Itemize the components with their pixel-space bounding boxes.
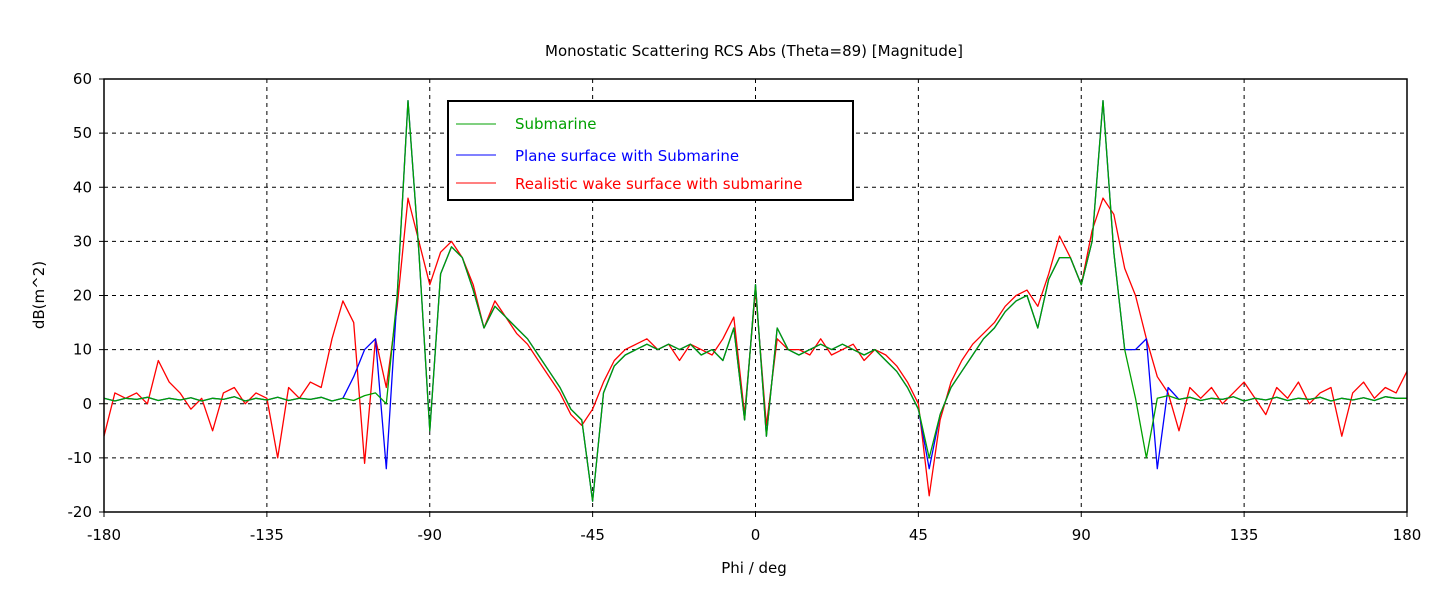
x-axis-label: Phi / deg xyxy=(721,559,787,577)
x-tick-label: 0 xyxy=(751,526,761,544)
y-tick-label: 0 xyxy=(82,395,92,413)
y-tick-label: -10 xyxy=(68,449,93,467)
y-tick-label: 50 xyxy=(73,124,92,142)
x-tick-label: 180 xyxy=(1393,526,1422,544)
x-tick-label: -180 xyxy=(87,526,121,544)
x-tick-label: -90 xyxy=(418,526,443,544)
chart-title: Monostatic Scattering RCS Abs (Theta=89)… xyxy=(545,42,963,60)
y-tick-label: 40 xyxy=(73,178,92,196)
series-lines xyxy=(103,100,1408,502)
x-tick-label: 135 xyxy=(1230,526,1259,544)
legend-label-wake: Realistic wake surface with submarine xyxy=(515,175,803,193)
x-tick-label: 45 xyxy=(909,526,928,544)
y-tick-label: 30 xyxy=(73,232,92,250)
y-tick-label: -20 xyxy=(68,503,93,521)
legend-label-submarine: Submarine xyxy=(515,115,596,133)
x-tick-label: -45 xyxy=(580,526,605,544)
y-axis-label: dB(m^2) xyxy=(30,261,48,329)
x-tick-label: -135 xyxy=(250,526,284,544)
legend-box xyxy=(447,100,854,201)
series-line-submarine xyxy=(103,100,1407,502)
x-tick-label: 90 xyxy=(1072,526,1091,544)
y-tick-label: 10 xyxy=(73,341,92,359)
y-tick-label: 20 xyxy=(73,287,92,305)
legend: Submarine Plane surface with Submarine R… xyxy=(447,100,854,201)
y-tick-label: 60 xyxy=(73,70,92,88)
legend-label-plane: Plane surface with Submarine xyxy=(515,147,739,165)
axis-ticks: -180 -135 -90 -45 0 45 90 135 180 -20 -10 0 10 20 30 40… xyxy=(68,70,1422,544)
